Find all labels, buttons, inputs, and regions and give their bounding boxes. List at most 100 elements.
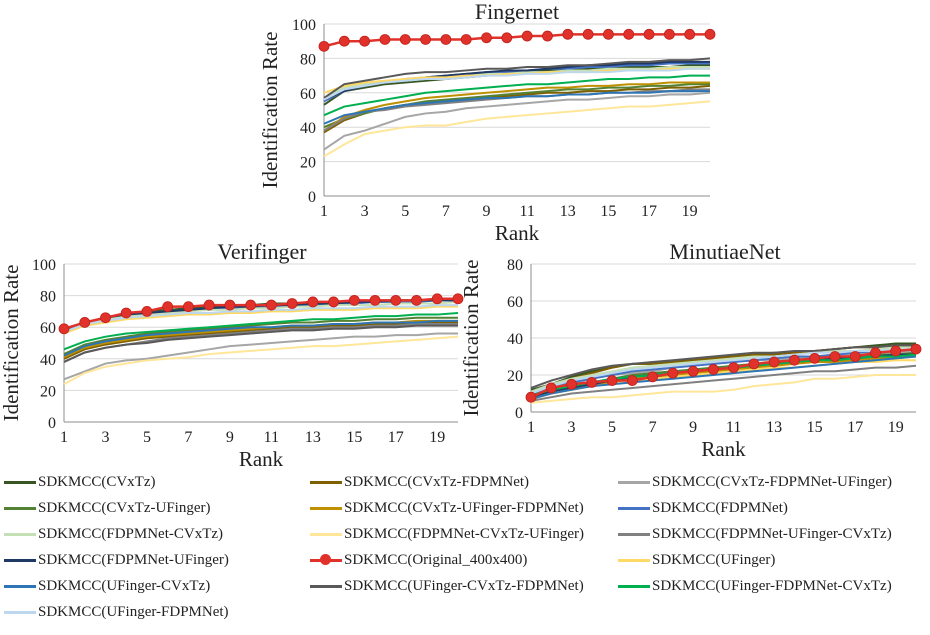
- data-point: [586, 376, 598, 388]
- data-point: [460, 34, 472, 45]
- x-tick-label: 1: [320, 203, 328, 220]
- series-line-sdkmcc-ufinger: [63, 305, 458, 335]
- y-axis-label: Identification Rate: [258, 32, 282, 189]
- x-tick-label: 11: [726, 419, 741, 436]
- data-point: [626, 375, 638, 386]
- legend-label: SDKMCC(UFinger-FDPMNet): [38, 603, 229, 620]
- series-line-sdkmcc-ufinger-fdpmnet-cvxtz: [63, 311, 459, 351]
- legend-swatch: [310, 580, 342, 592]
- legend-item: SDKMCC(UFinger-CVxTz-FDPMNet): [310, 574, 584, 598]
- x-tick-label: 17: [388, 429, 404, 446]
- data-point: [318, 40, 330, 52]
- data-point: [245, 299, 257, 311]
- data-point: [748, 358, 760, 370]
- x-tick-label: 9: [226, 429, 234, 446]
- data-point: [870, 347, 881, 359]
- x-tick-label: 17: [847, 419, 863, 436]
- data-point: [809, 352, 821, 364]
- data-point: [399, 34, 411, 45]
- legend-item: SDKMCC(CVxTz-FDPMNet): [310, 470, 529, 494]
- data-point: [141, 305, 153, 317]
- legend-label: SDKMCC(FDPMNet-CVxTz-UFinger): [344, 525, 584, 542]
- series-line-sdkmcc-ufinger-cvxtz: [323, 90, 710, 125]
- series-line-sdkmcc-ufinger-fdpmnet-cvxtz: [323, 74, 710, 117]
- series-line-sdkmcc-ufinger-cvxtz-fdpmnet: [530, 344, 916, 389]
- y-tick-label: 40: [507, 331, 523, 348]
- series-line-sdkmcc-cvxtz-ufinger: [63, 316, 458, 355]
- data-point: [501, 32, 513, 44]
- data-point: [440, 34, 452, 45]
- y-tick-label: 0: [515, 405, 523, 422]
- chart-title: Fingernet: [475, 0, 559, 24]
- series-line-sdkmcc-fdpmnet-cvxtz-ufinger: [323, 100, 711, 158]
- x-tick-label: 19: [888, 419, 904, 436]
- legend-label: SDKMCC(UFinger-CVxTz-FDPMNet): [344, 577, 584, 594]
- legend-label: SDKMCC(CVxTz-UFinger-FDPMNet): [344, 499, 584, 516]
- x-axis-label: Rank: [495, 221, 540, 245]
- data-point: [768, 356, 780, 368]
- data-point: [481, 32, 492, 44]
- data-point: [338, 35, 350, 47]
- series-line-sdkmcc-fdpmnet-cvxtz-ufinger: [530, 374, 916, 404]
- legend-label: SDKMCC(CVxTz-UFinger): [38, 499, 211, 516]
- x-tick-label: 17: [641, 203, 657, 220]
- y-tick-label: 40: [40, 352, 56, 369]
- data-point: [369, 294, 381, 306]
- data-point: [687, 365, 699, 377]
- x-tick-label: 9: [483, 203, 491, 220]
- data-point: [79, 317, 91, 328]
- y-tick-label: 60: [40, 320, 56, 337]
- series-line-sdkmcc-cvxtz-fdpmnet-ufinger: [63, 332, 458, 381]
- y-tick-label: 80: [40, 289, 56, 306]
- data-point: [328, 296, 339, 308]
- data-point: [521, 30, 533, 42]
- series-line-sdkmcc-ufinger-fdpmnet: [63, 304, 458, 333]
- y-tick-label: 20: [40, 383, 56, 400]
- data-point: [663, 28, 675, 40]
- series-line-sdkmcc-ufinger-cvxtz-fdpmnet: [63, 324, 458, 363]
- data-point: [667, 367, 679, 379]
- x-tick-label: 13: [766, 419, 782, 436]
- legend-item: SDKMCC(Original_400x400): [310, 548, 527, 572]
- legend-label: SDKMCC(FDPMNet): [652, 499, 788, 516]
- data-point: [545, 382, 557, 394]
- legend-item: SDKMCC(FDPMNet-UFinger-CVxTz): [618, 522, 892, 546]
- legend-label: SDKMCC(FDPMNet-UFinger): [38, 551, 229, 568]
- data-point: [359, 35, 371, 47]
- y-tick-label: 20: [300, 155, 316, 172]
- series-line-sdkmcc-cvxtz-fdpmnet: [63, 321, 458, 360]
- x-tick-label: 7: [442, 203, 450, 220]
- series-line-sdkmcc-ufinger-fdpmnet: [530, 348, 916, 395]
- series-line-sdkmcc-ufinger-cvxtz: [63, 319, 458, 357]
- legend-swatch: [310, 554, 342, 566]
- data-point: [704, 28, 716, 40]
- series-line-sdkmcc-fdpmnet-ufinger-cvxtz: [530, 364, 917, 402]
- legend-label: SDKMCC(CVxTz): [38, 473, 156, 490]
- data-point: [684, 28, 696, 40]
- data-point: [411, 294, 422, 306]
- legend-label: SDKMCC(UFinger): [652, 551, 776, 568]
- x-tick-label: 9: [689, 419, 697, 436]
- legend-item: SDKMCC(FDPMNet-UFinger): [4, 548, 229, 572]
- legend-swatch: [4, 554, 36, 566]
- legend-item: SDKMCC(CVxTz): [4, 470, 156, 494]
- data-point: [566, 378, 577, 390]
- legend-label: SDKMCC(CVxTz-FDPMNet-UFinger): [652, 473, 892, 490]
- x-tick-label: 3: [568, 419, 576, 436]
- legend-swatch: [4, 606, 36, 618]
- legend-item: SDKMCC(UFinger-CVxTz): [4, 574, 210, 598]
- data-point: [910, 343, 922, 355]
- data-point: [890, 345, 902, 357]
- legend-swatch: [618, 502, 650, 514]
- legend-swatch: [310, 502, 342, 514]
- y-tick-label: 0: [48, 415, 56, 432]
- legend-label: SDKMCC(FDPMNet-CVxTz): [38, 525, 224, 542]
- legend-swatch: [4, 580, 36, 592]
- x-tick-label: 13: [305, 429, 321, 446]
- legend-item: SDKMCC(CVxTz-UFinger): [4, 496, 211, 520]
- data-point: [224, 299, 236, 311]
- y-tick-label: 80: [300, 51, 316, 68]
- data-point: [203, 299, 215, 311]
